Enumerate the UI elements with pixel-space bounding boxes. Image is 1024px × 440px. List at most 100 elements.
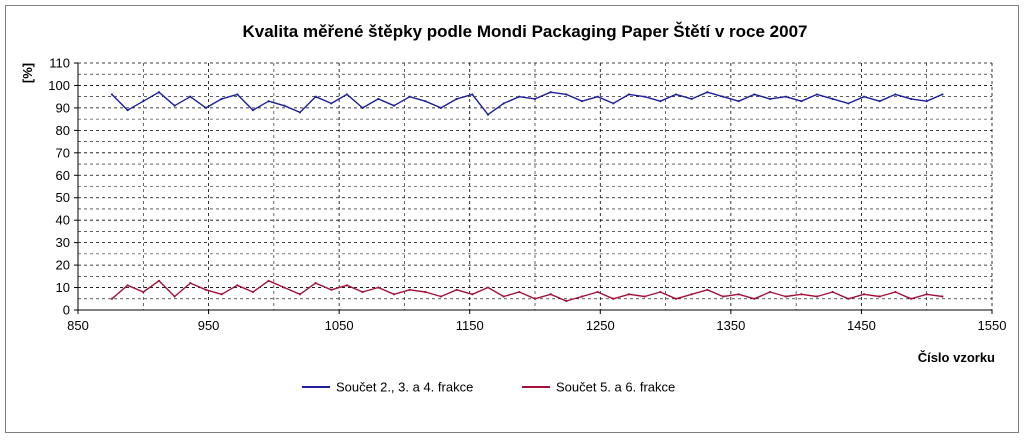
- chart-title: Kvalita měřené štěpky podle Mondi Packag…: [243, 22, 808, 41]
- series-2-point: [878, 295, 881, 298]
- series-2-point: [439, 295, 443, 298]
- x-tick-label: 1550: [978, 318, 1007, 333]
- series-2-point: [314, 281, 317, 285]
- series-1-point: [737, 100, 740, 103]
- series-1-point: [753, 93, 756, 96]
- series-1-point: [471, 93, 474, 96]
- series-2-point: [220, 293, 223, 296]
- series-2-point: [345, 284, 349, 287]
- plot-area: 0 10 20 30 40 50 60 70 80 90 100 110 850 950 1050 1150 1…: [48, 56, 1006, 334]
- series-2-point: [768, 290, 772, 294]
- series-1-point: [894, 93, 897, 96]
- x-tick-label: 1450: [847, 318, 876, 333]
- series-2-point: [173, 295, 176, 298]
- series-1-point: [659, 100, 662, 103]
- series-1-point: [565, 93, 568, 96]
- legend-label-1: Součet 2., 3. a 4. frakce: [336, 380, 473, 395]
- legend-label-2: Součet 5. a 6. frakce: [556, 380, 675, 395]
- series-line-1: [111, 91, 943, 116]
- series-1-point: [862, 95, 866, 98]
- series-2-point: [580, 295, 584, 298]
- series-1-point: [643, 95, 646, 98]
- series-2-point: [157, 279, 161, 282]
- series-1-point: [533, 97, 537, 101]
- y-tick-label: 60: [56, 168, 70, 183]
- y-tick-label: 20: [56, 258, 70, 273]
- series-2-point: [690, 293, 693, 296]
- y-tick-label: 40: [56, 213, 70, 228]
- series-1-point: [580, 100, 584, 103]
- series-1-point: [251, 109, 255, 112]
- series-2-point: [627, 293, 631, 296]
- y-tick-label: 30: [56, 235, 70, 250]
- series-1-point: [204, 106, 208, 110]
- y-tick-label: 90: [56, 100, 70, 115]
- series-2-point: [847, 297, 850, 300]
- x-tick-label: 950: [198, 318, 220, 333]
- y-tick-label: 70: [56, 145, 70, 160]
- series-1-point: [800, 100, 803, 103]
- series-2-point: [612, 297, 615, 300]
- series-2-point: [251, 290, 255, 294]
- series-1-point: [627, 93, 631, 96]
- series-1-point: [455, 97, 458, 101]
- series-2-point: [721, 295, 725, 298]
- series-2-point: [110, 297, 114, 300]
- y-tick-label: 10: [56, 280, 70, 295]
- x-tick-label: 1150: [456, 318, 484, 333]
- series-2-point: [408, 288, 411, 291]
- series-1-point: [283, 104, 286, 107]
- series-2-point: [361, 290, 364, 294]
- x-tick-label: 850: [67, 318, 89, 333]
- series-2-point: [471, 293, 474, 296]
- series-1-point: [157, 91, 161, 94]
- series-2-point: [643, 295, 646, 298]
- series-1-point: [612, 102, 615, 105]
- series-2-point: [909, 297, 913, 300]
- series-2-point: [518, 290, 521, 294]
- series-2-point: [862, 293, 866, 296]
- series-2-point: [800, 293, 803, 296]
- series-2-point: [424, 290, 427, 294]
- series-1-point: [768, 97, 772, 101]
- series-2-point: [189, 281, 192, 285]
- series-2-point: [737, 293, 740, 296]
- series-2-point: [283, 286, 286, 289]
- series-2-point: [298, 293, 302, 296]
- series-2-point: [565, 299, 568, 303]
- x-axis-label: Číslo vzorku: [918, 350, 995, 365]
- y-tick-label: 0: [63, 303, 70, 318]
- series-1-point: [596, 95, 599, 98]
- legend: Součet 2., 3. a 4. frakce Součet 5. a 6. …: [302, 380, 675, 395]
- series-1-point: [298, 111, 302, 114]
- series-2-point: [674, 297, 678, 300]
- series-1-point: [784, 95, 787, 98]
- series-2-point: [142, 290, 145, 294]
- series-1-point: [236, 93, 239, 96]
- series-1-point: [220, 97, 223, 101]
- series-1-point: [847, 102, 850, 105]
- series-1-point: [690, 97, 693, 101]
- series-1-point: [267, 100, 270, 103]
- series-2-point: [894, 290, 897, 294]
- series-2-point: [204, 288, 208, 291]
- series-1-point: [815, 93, 819, 96]
- series-1-point: [189, 95, 192, 98]
- series-2-point: [126, 284, 129, 287]
- series-1-point: [502, 102, 505, 105]
- series-2-point: [486, 286, 490, 289]
- x-tick-label: 1050: [325, 318, 354, 333]
- series-1-point: [941, 93, 944, 96]
- y-axis-label: [%]: [20, 63, 35, 83]
- series-2-point: [533, 297, 537, 300]
- series-2-point: [267, 279, 270, 282]
- series-1-point: [408, 95, 411, 98]
- series-1-point: [909, 97, 913, 101]
- series-1-point: [142, 100, 145, 103]
- series-1-point: [330, 102, 333, 105]
- series-2-point: [925, 293, 928, 296]
- series-1-point: [314, 95, 317, 98]
- series-1-point: [721, 95, 725, 98]
- series-1-point: [831, 97, 834, 101]
